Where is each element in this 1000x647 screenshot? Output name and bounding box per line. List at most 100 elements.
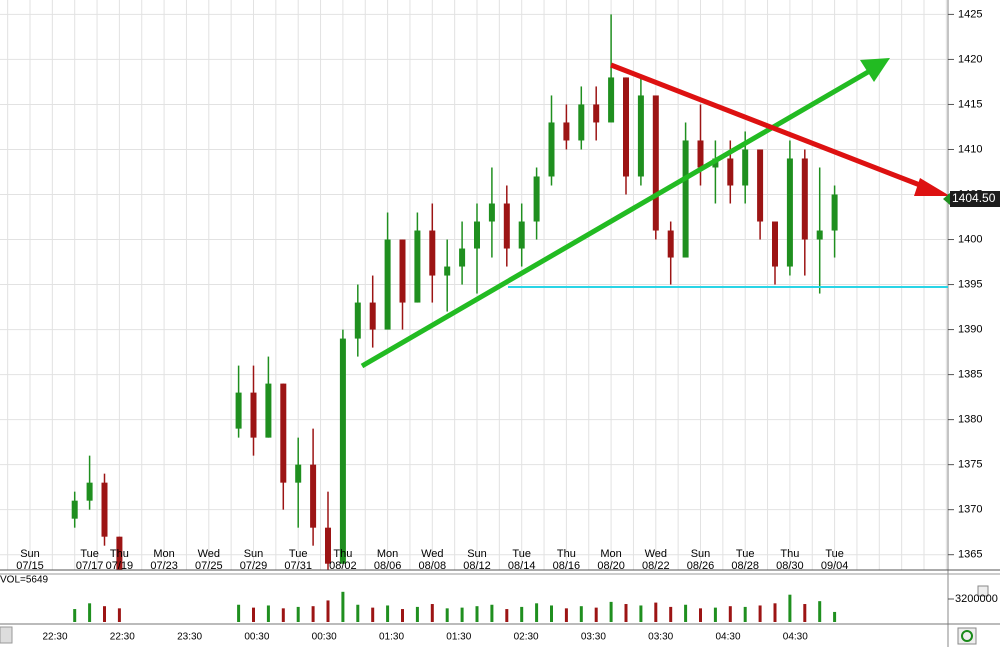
x-tick-label: Thu 08/02 — [329, 548, 357, 572]
last-price-box — [950, 191, 1000, 208]
x-tick-label: Thu 08/16 — [552, 548, 581, 572]
candle-body — [354, 302, 361, 339]
candle-body — [414, 230, 421, 303]
refresh-button[interactable] — [957, 627, 977, 645]
x-tick-label: Sun 07/29 — [239, 548, 268, 572]
candle-body — [593, 104, 600, 123]
candle-body — [488, 203, 495, 222]
candle-body — [757, 149, 764, 222]
candle-body — [667, 230, 674, 258]
candle-body — [727, 158, 734, 186]
candle-body — [786, 158, 793, 267]
x-tick-label: Thu 08/30 — [776, 548, 804, 572]
x-tick-label: Sun 08/26 — [686, 548, 715, 572]
candle-body — [71, 500, 78, 519]
volume-bar — [415, 606, 419, 622]
time-label: 00:30 — [244, 632, 269, 643]
candle-body — [86, 482, 93, 501]
time-label: 04:30 — [783, 632, 808, 643]
volume-bar — [281, 608, 285, 622]
volume-bar — [758, 605, 762, 622]
candle-body — [816, 230, 823, 240]
candle-body — [772, 221, 778, 267]
volume-bar — [773, 603, 777, 622]
volume-bar — [73, 609, 77, 622]
candle-body — [295, 464, 302, 483]
x-tick-label: Wed 08/22 — [642, 548, 670, 572]
candle-body — [116, 536, 123, 570]
x-tick-label: Mon 08/06 — [373, 548, 402, 572]
candle-body — [265, 383, 272, 438]
y-tick-label: 1365 — [958, 549, 982, 561]
candle-body — [801, 158, 808, 240]
y-tick-label: 1380 — [958, 414, 982, 426]
candle-body — [637, 95, 644, 177]
x-tick-label: Wed 08/08 — [418, 548, 447, 572]
candle-body — [101, 482, 108, 537]
y-tick-label: 1395 — [958, 278, 982, 290]
y-tick-label: 1415 — [958, 98, 982, 110]
volume-bar — [803, 604, 807, 622]
x-tick-label: Thu 07/19 — [105, 548, 134, 572]
candle-body — [444, 266, 451, 276]
candle-body — [459, 248, 466, 267]
candle-body — [697, 140, 704, 168]
time-label: 02:30 — [514, 632, 539, 643]
y-tick-label: 1370 — [958, 504, 982, 516]
trend-line — [360, 69, 870, 369]
volume-bar — [579, 606, 583, 622]
candle-body — [652, 95, 659, 231]
volume-bar — [654, 602, 658, 622]
arrow-head — [914, 178, 950, 196]
volume-bar — [535, 603, 539, 622]
last-price-label: 1404.50 — [952, 191, 996, 205]
y-tick-label: 1420 — [958, 53, 982, 65]
volume-bar — [266, 605, 270, 622]
volume-bar — [818, 601, 822, 622]
volume-bar — [475, 606, 479, 622]
candle-body — [399, 239, 406, 303]
candle-body — [339, 338, 346, 564]
volume-bar — [117, 608, 121, 622]
candle-body — [742, 149, 749, 186]
candle-body — [250, 392, 257, 438]
trend-line — [610, 62, 926, 190]
candle-body — [623, 77, 629, 177]
candle-body — [578, 104, 585, 141]
volume-bar — [88, 603, 92, 622]
volume-bar — [564, 608, 568, 622]
time-label: 01:30 — [446, 632, 471, 643]
volume-bar — [371, 607, 375, 622]
y-tick-label: 1375 — [958, 459, 982, 471]
candle-body — [518, 221, 525, 249]
volume-bar — [341, 591, 345, 622]
last-price-pointer — [943, 193, 950, 206]
scale-button[interactable] — [977, 585, 989, 597]
x-tick-label: Tue 09/04 — [820, 548, 849, 572]
x-tick-label: Tue 07/17 — [75, 548, 104, 572]
candle-body — [608, 77, 615, 123]
candle-body — [384, 239, 391, 330]
volume-bar — [237, 604, 241, 622]
volume-bar — [699, 608, 702, 622]
x-tick-label: Tue 07/31 — [284, 548, 312, 572]
volume-bar — [445, 608, 449, 622]
x-tick-label: Mon 08/20 — [597, 548, 625, 572]
drawings — [360, 58, 950, 369]
candle-body — [503, 203, 510, 249]
volume-bar — [356, 604, 360, 622]
candle-body — [325, 527, 331, 564]
volume-tick-label: 3200000 — [955, 593, 998, 605]
volume-bar — [520, 606, 524, 622]
y-tick-label: 1400 — [958, 233, 982, 245]
volume-label: VOL=5649 — [0, 575, 49, 586]
volume-bar — [743, 606, 747, 622]
refresh-icon — [961, 630, 973, 642]
volume-bar — [833, 611, 837, 622]
time-label: 03:30 — [648, 632, 673, 643]
time-label: 22:30 — [110, 632, 135, 643]
x-tick-label: Tue 08/28 — [731, 548, 759, 572]
scroll-handle[interactable] — [0, 626, 13, 644]
volume-bar — [103, 606, 106, 622]
